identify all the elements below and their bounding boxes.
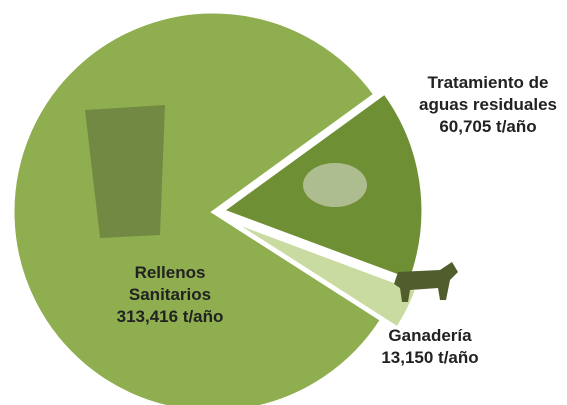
slice-label: Rellenos Sanitarios 313,416 t/año [95, 262, 245, 328]
cow-icon [394, 262, 458, 302]
pie-slice [228, 218, 419, 331]
trash-icon [85, 105, 165, 238]
category-label: Rellenos Sanitarios [128, 263, 212, 304]
category-label: Ganadería [388, 326, 472, 345]
slice-label: Ganadería 13,150 t/año [355, 325, 505, 369]
value-label: 60,705 t/año [439, 117, 537, 136]
pipe-icon [303, 163, 367, 207]
value-label: 313,416 t/año [116, 307, 224, 326]
slice-label: Tratamiento de aguas residuales 60,705 t… [398, 72, 567, 138]
value-label: 13,150 t/año [381, 348, 479, 367]
category-label: Tratamiento de aguas residuales [419, 73, 557, 114]
